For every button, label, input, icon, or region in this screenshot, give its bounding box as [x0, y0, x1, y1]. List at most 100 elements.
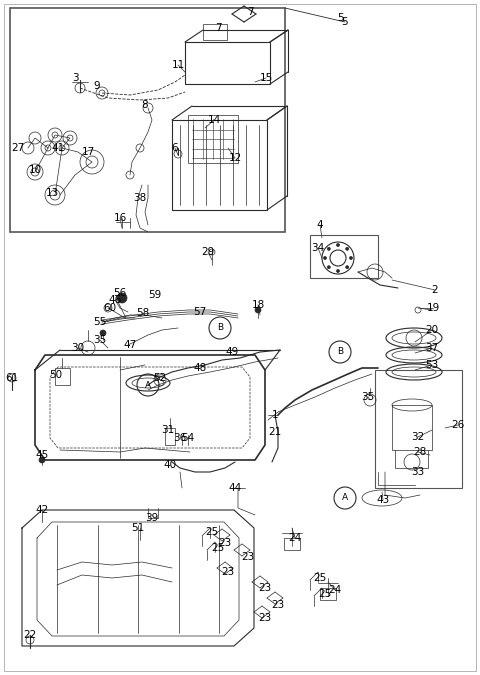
Text: 2: 2	[432, 285, 438, 295]
Text: 35: 35	[94, 335, 107, 345]
Text: 12: 12	[228, 153, 241, 163]
Text: 23: 23	[241, 552, 254, 562]
Text: 10: 10	[28, 165, 42, 175]
Text: 15: 15	[259, 73, 273, 83]
Bar	[188, 115, 238, 163]
Text: 32: 32	[411, 432, 425, 442]
Text: 3: 3	[72, 73, 78, 83]
Text: 26: 26	[451, 420, 465, 430]
Text: 61: 61	[5, 373, 19, 383]
Circle shape	[346, 247, 348, 250]
Text: 13: 13	[46, 188, 59, 198]
Text: 7: 7	[247, 7, 253, 17]
Text: 5: 5	[342, 17, 348, 27]
Text: A: A	[342, 493, 348, 502]
Text: 28: 28	[413, 447, 427, 457]
Circle shape	[346, 266, 348, 269]
Text: 25: 25	[205, 527, 218, 537]
Bar	[172, 120, 267, 210]
Text: 53: 53	[425, 360, 439, 370]
Text: 49: 49	[226, 347, 239, 357]
Text: 22: 22	[24, 630, 36, 640]
Text: B: B	[337, 348, 343, 356]
Text: 7: 7	[215, 23, 221, 33]
Text: 6: 6	[172, 143, 178, 153]
Text: 29: 29	[202, 247, 215, 257]
Text: 58: 58	[136, 308, 150, 318]
Circle shape	[336, 244, 339, 246]
Text: 42: 42	[36, 505, 48, 515]
Text: 24: 24	[328, 585, 342, 595]
Text: 56: 56	[113, 288, 127, 298]
Bar	[310, 235, 378, 278]
Circle shape	[327, 247, 330, 250]
Circle shape	[117, 293, 127, 303]
Text: 60: 60	[103, 303, 117, 313]
Text: 23: 23	[258, 583, 272, 593]
Circle shape	[336, 269, 339, 273]
Circle shape	[255, 307, 261, 313]
Text: 31: 31	[161, 425, 175, 435]
Text: 57: 57	[193, 307, 206, 317]
Text: 25: 25	[313, 573, 326, 583]
Text: 25: 25	[211, 543, 225, 553]
Bar	[165, 428, 175, 445]
Text: 43: 43	[376, 495, 390, 505]
Text: 20: 20	[425, 325, 439, 335]
Text: 36: 36	[173, 433, 187, 443]
Text: 30: 30	[72, 343, 84, 353]
Text: 33: 33	[411, 467, 425, 477]
Text: 11: 11	[171, 60, 185, 70]
Text: 39: 39	[145, 513, 158, 523]
Text: 38: 38	[133, 193, 146, 203]
Text: B: B	[217, 323, 223, 333]
Bar	[284, 538, 300, 550]
Text: 8: 8	[142, 100, 148, 110]
Text: 52: 52	[154, 373, 167, 383]
Text: 1: 1	[272, 410, 278, 420]
Text: 51: 51	[132, 523, 144, 533]
Text: 41: 41	[51, 143, 65, 153]
Bar	[375, 370, 462, 488]
Text: 4: 4	[317, 220, 324, 230]
Bar	[320, 588, 336, 600]
Text: 23: 23	[258, 613, 272, 623]
Text: 54: 54	[181, 433, 194, 443]
Text: 25: 25	[318, 589, 332, 599]
Text: 21: 21	[268, 427, 282, 437]
Circle shape	[39, 457, 45, 463]
Bar	[203, 24, 227, 40]
Text: 16: 16	[113, 213, 127, 223]
Text: 9: 9	[94, 81, 100, 91]
Bar	[185, 42, 270, 84]
Text: 23: 23	[221, 567, 235, 577]
Bar	[55, 368, 70, 385]
Text: 59: 59	[148, 290, 162, 300]
Text: 45: 45	[36, 450, 48, 460]
Text: 50: 50	[49, 370, 62, 380]
Text: 19: 19	[426, 303, 440, 313]
Text: A: A	[145, 381, 151, 389]
Circle shape	[100, 330, 106, 336]
Text: 5: 5	[336, 13, 343, 23]
Text: 37: 37	[425, 343, 439, 353]
Text: 24: 24	[288, 533, 301, 543]
Text: 23: 23	[218, 538, 232, 548]
Circle shape	[327, 266, 330, 269]
Text: 23: 23	[271, 600, 285, 610]
Circle shape	[349, 256, 352, 259]
Text: 35: 35	[361, 392, 374, 402]
Text: 55: 55	[94, 317, 107, 327]
Text: 17: 17	[82, 147, 95, 157]
Text: 18: 18	[252, 300, 264, 310]
Text: 46: 46	[108, 295, 121, 305]
Text: 34: 34	[312, 243, 324, 253]
Text: 44: 44	[228, 483, 241, 493]
Text: 40: 40	[163, 460, 177, 470]
Bar	[10, 8, 285, 232]
Circle shape	[324, 256, 326, 259]
Text: 47: 47	[123, 340, 137, 350]
Text: 14: 14	[207, 115, 221, 125]
Text: 48: 48	[193, 363, 206, 373]
Text: 27: 27	[12, 143, 24, 153]
